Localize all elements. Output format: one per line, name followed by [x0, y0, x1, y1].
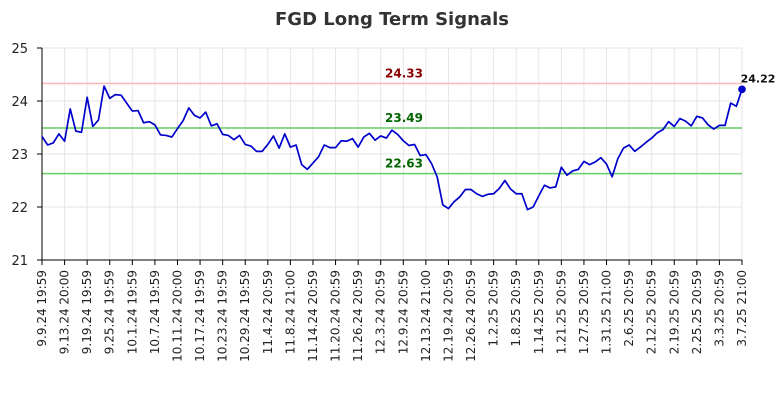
- labels: 24.33 23.49 22.63 24.22: [385, 67, 775, 171]
- x-tick-label: 10.7.24 19:59: [148, 270, 162, 354]
- x-tick-label: 10.29.24 19:59: [238, 270, 252, 362]
- y-tick-label: 24: [11, 95, 28, 110]
- x-tick-label: 12.3.24 20:59: [374, 270, 388, 354]
- chart-title: FGD Long Term Signals: [275, 9, 509, 30]
- x-tick-label: 11.8.24 21:00: [283, 270, 297, 354]
- x-tick-label: 9.13.24 20:00: [58, 270, 72, 354]
- x-tick-label: 12.19.24 20:59: [441, 270, 455, 362]
- x-tick-label: 2.6.25 20:59: [622, 270, 636, 347]
- x-tick-label: 11.4.24 20:59: [261, 270, 275, 354]
- x-tick-label: 11.26.24 20:59: [351, 270, 365, 362]
- y-tick-label: 25: [11, 42, 28, 57]
- reference-line-label: 22.63: [385, 157, 423, 171]
- x-tick-label: 9.9.24 19:59: [35, 270, 49, 347]
- x-tick-label: 1.14.25 20:59: [532, 270, 546, 354]
- x-tick-label: 2.19.25 20:59: [667, 270, 681, 354]
- x-tick-label: 2.25.25 20:59: [690, 270, 704, 354]
- x-tick-label: 10.1.24 19:59: [125, 270, 139, 354]
- last-point-label: 24.22: [741, 72, 776, 85]
- x-tick-label: 1.2.25 20:59: [487, 270, 501, 347]
- x-tick-label: 9.25.24 19:59: [103, 270, 117, 354]
- x-tick-label: 1.8.25 20:59: [509, 270, 523, 347]
- series: [41, 85, 746, 211]
- x-tick-label: 3.7.25 21:00: [735, 270, 749, 347]
- x-tick-label: 11.14.24 20:59: [306, 270, 320, 362]
- y-tick-label: 21: [11, 254, 28, 269]
- x-tick-label: 12.13.24 21:00: [419, 270, 433, 362]
- x-tick-label: 10.23.24 19:59: [216, 270, 230, 362]
- x-tick-label: 12.9.24 20:59: [396, 270, 410, 354]
- series-line: [41, 85, 743, 211]
- x-tick-label: 1.27.25 20:59: [577, 270, 591, 354]
- axes: 21 22 23 24 25 9.9.24 19:59 9.13.24 20:00 9.19.…: [11, 42, 749, 362]
- x-tick-label: 10.17.24 19:59: [193, 270, 207, 362]
- x-tick-label: 1.31.25 21:00: [600, 270, 614, 354]
- reference-lines: [42, 82, 742, 175]
- x-tick-label: 10.11.24 20:00: [170, 270, 184, 362]
- x-tick-label: 12.26.24 20:59: [464, 270, 478, 362]
- last-point-marker: [738, 85, 746, 94]
- x-tick-label: 1.21.25 20:59: [554, 270, 568, 354]
- reference-line-label: 24.33: [385, 67, 423, 81]
- x-tick-label: 11.20.24 20:59: [329, 270, 343, 362]
- x-tick-label: 2.12.25 20:59: [645, 270, 659, 354]
- y-tick-label: 22: [11, 201, 28, 216]
- y-tick-label: 23: [11, 148, 28, 163]
- x-tick-label: 9.19.24 19:59: [80, 270, 94, 354]
- reference-line-label: 23.49: [385, 111, 423, 125]
- x-tick-label: 3.3.25 20:59: [712, 270, 726, 347]
